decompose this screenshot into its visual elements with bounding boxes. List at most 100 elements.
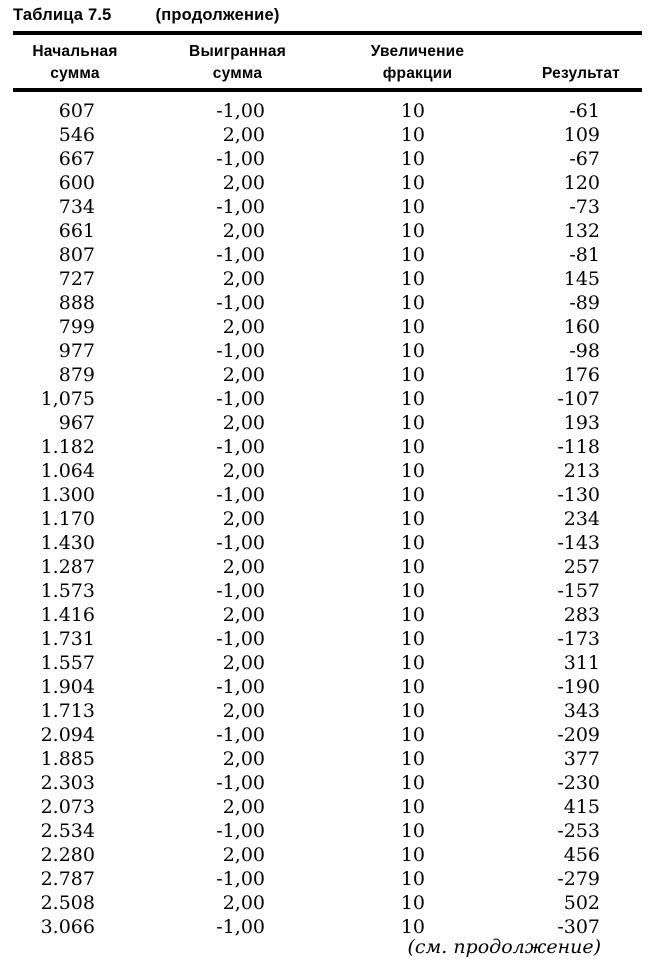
cell-result: 160 [563, 316, 600, 338]
cell-fraction-increase: 10 [400, 172, 425, 194]
see-continuation-note: (см. продолжение) [407, 936, 601, 958]
table-row: 2.094 -1,00 10 -209 [0, 723, 600, 747]
cell-start-sum: 600 [58, 172, 95, 194]
cell-start-sum: 607 [58, 100, 95, 122]
column-header-result: Результат [525, 63, 637, 85]
cell-start-sum: 734 [58, 196, 95, 218]
table-row: 888 -1,00 10 -89 [0, 291, 600, 315]
cell-won-sum: -1,00 [216, 100, 265, 122]
cell-result: -130 [557, 484, 600, 506]
table-caption: Таблица 7.5 (продолжение) [13, 6, 280, 25]
cell-result: 176 [563, 364, 600, 386]
cell-won-sum: -1,00 [216, 196, 265, 218]
table-row: 1.182 -1,00 10 -118 [0, 435, 600, 459]
cell-won-sum: 2,00 [222, 268, 265, 290]
cell-fraction-increase: 10 [400, 532, 425, 554]
cell-won-sum: 2,00 [222, 364, 265, 386]
table-row: 667 -1,00 10 -67 [0, 147, 600, 171]
results-table: 607 -1,00 10 -61 546 2,00 10 109 667 -1,00 10 -67 60… [0, 99, 600, 939]
cell-won-sum: -1,00 [216, 148, 265, 170]
cell-start-sum: 546 [58, 124, 95, 146]
cell-won-sum: -1,00 [216, 628, 265, 650]
cell-start-sum: 2.303 [40, 772, 95, 794]
column-header-start-sum: Начальная сумма [25, 41, 125, 85]
cell-start-sum: 967 [58, 412, 95, 434]
column-header-line2: Результат [542, 65, 620, 82]
table-row: 1.904 -1,00 10 -190 [0, 675, 600, 699]
cell-result: 377 [563, 748, 600, 770]
cell-won-sum: -1,00 [216, 724, 265, 746]
cell-result: 502 [563, 892, 600, 914]
cell-result: 145 [563, 268, 600, 290]
table-row: 1.287 2,00 10 257 [0, 555, 600, 579]
cell-start-sum: 1.904 [40, 676, 95, 698]
cell-start-sum: 1.182 [40, 436, 95, 458]
table-number: Таблица 7.5 [13, 6, 112, 24]
cell-start-sum: 799 [58, 316, 95, 338]
table-row: 600 2,00 10 120 [0, 171, 600, 195]
cell-start-sum: 807 [58, 244, 95, 266]
cell-start-sum: 1.885 [40, 748, 95, 770]
cell-won-sum: 2,00 [222, 124, 265, 146]
table-row: 2.303 -1,00 10 -230 [0, 771, 600, 795]
table-row: 727 2,00 10 145 [0, 267, 600, 291]
table-row: 2.787 -1,00 10 -279 [0, 867, 600, 891]
cell-start-sum: 1.430 [40, 532, 95, 554]
cell-start-sum: 879 [58, 364, 95, 386]
cell-result: 193 [563, 412, 600, 434]
cell-result: -307 [557, 916, 600, 938]
cell-fraction-increase: 10 [400, 412, 425, 434]
cell-fraction-increase: 10 [400, 628, 425, 650]
cell-won-sum: -1,00 [216, 340, 265, 362]
column-header-won-sum: Выигранная сумма [180, 41, 295, 85]
cell-won-sum: -1,00 [216, 388, 265, 410]
cell-result: 311 [563, 652, 600, 674]
table-row: 977 -1,00 10 -98 [0, 339, 600, 363]
cell-fraction-increase: 10 [400, 340, 425, 362]
cell-result: -157 [557, 580, 600, 602]
cell-fraction-increase: 10 [400, 244, 425, 266]
column-header-fraction-increase: Увеличение фракции [365, 41, 470, 85]
cell-won-sum: 2,00 [222, 172, 265, 194]
cell-result: -209 [557, 724, 600, 746]
cell-fraction-increase: 10 [400, 364, 425, 386]
cell-won-sum: 2,00 [222, 508, 265, 530]
cell-result: -107 [557, 388, 600, 410]
cell-won-sum: 2,00 [222, 652, 265, 674]
cell-result: 109 [563, 124, 600, 146]
column-header-line1: Начальная [32, 43, 118, 60]
table-row: 607 -1,00 10 -61 [0, 99, 600, 123]
cell-fraction-increase: 10 [400, 484, 425, 506]
cell-start-sum: 1.064 [40, 460, 95, 482]
table-row: 1.300 -1,00 10 -130 [0, 483, 600, 507]
cell-result: -143 [557, 532, 600, 554]
cell-start-sum: 2.280 [40, 844, 95, 866]
table-row: 1.557 2,00 10 311 [0, 651, 600, 675]
table-row: 1.170 2,00 10 234 [0, 507, 600, 531]
table-row: 1.885 2,00 10 377 [0, 747, 600, 771]
cell-won-sum: 2,00 [222, 892, 265, 914]
table-row: 799 2,00 10 160 [0, 315, 600, 339]
cell-fraction-increase: 10 [400, 868, 425, 890]
table-row: 2.280 2,00 10 456 [0, 843, 600, 867]
cell-result: -89 [569, 292, 600, 314]
cell-fraction-increase: 10 [400, 796, 425, 818]
column-header-line1: Увеличение [370, 43, 465, 60]
cell-result: 234 [563, 508, 600, 530]
cell-fraction-increase: 10 [400, 292, 425, 314]
cell-fraction-increase: 10 [400, 748, 425, 770]
table-row: 546 2,00 10 109 [0, 123, 600, 147]
cell-result: -81 [569, 244, 600, 266]
cell-start-sum: 888 [58, 292, 95, 314]
table-row: 807 -1,00 10 -81 [0, 243, 600, 267]
cell-start-sum: 1.557 [40, 652, 95, 674]
cell-fraction-increase: 10 [400, 772, 425, 794]
cell-won-sum: 2,00 [222, 220, 265, 242]
cell-fraction-increase: 10 [400, 316, 425, 338]
table-row: 879 2,00 10 176 [0, 363, 600, 387]
table-row: 734 -1,00 10 -73 [0, 195, 600, 219]
cell-won-sum: 2,00 [222, 748, 265, 770]
cell-result: -279 [557, 868, 600, 890]
cell-won-sum: 2,00 [222, 316, 265, 338]
table-row: 1.430 -1,00 10 -143 [0, 531, 600, 555]
